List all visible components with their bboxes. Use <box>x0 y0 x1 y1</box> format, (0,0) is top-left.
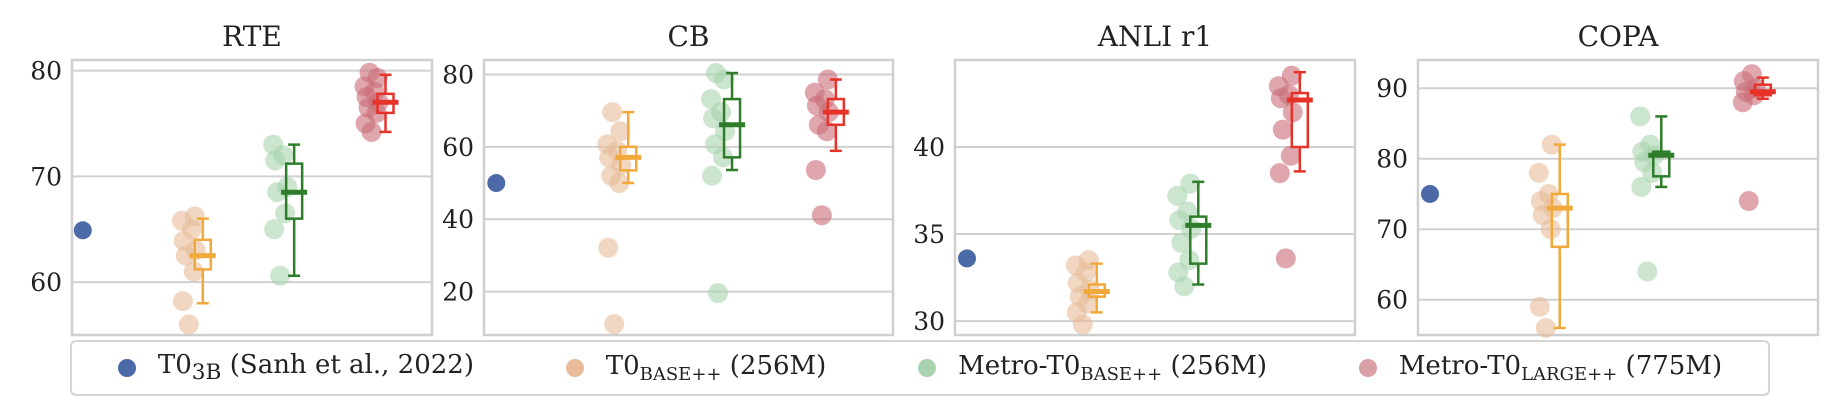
cb-point-metro-t0-base <box>701 89 722 110</box>
anli-r1-point-metro-t0-large <box>1280 145 1301 166</box>
anli-r1-y-tick-label: 30 <box>913 307 945 336</box>
legend-item-t0-3b: T03B (Sanh et al., 2022) <box>117 350 474 386</box>
cb-point-metro-t0-large <box>804 82 825 103</box>
copa-point-t0-base <box>1528 162 1549 183</box>
copa-box-metro-t0-base <box>1652 150 1671 178</box>
copa-plot-frame <box>1416 58 1820 337</box>
copa-y-tick-label: 80 <box>1376 145 1408 174</box>
cb-box-metro-t0-base <box>722 97 742 159</box>
copa-point-metro-t0-base <box>1640 134 1661 155</box>
copa-y-tick-label: 60 <box>1376 286 1408 315</box>
cb-point-t0-3b <box>487 174 506 193</box>
copa-point-metro-t0-large <box>1741 64 1762 85</box>
anli-r1-point-metro-t0-large <box>1272 119 1293 140</box>
anli-r1-point-t0-base <box>1078 250 1099 271</box>
copa-box-t0-base <box>1550 192 1570 249</box>
legend-marker-metro-t0-base <box>918 359 937 377</box>
cb-point-t0-base <box>602 102 623 123</box>
cb-point-metro-t0-large <box>811 205 832 226</box>
legend-marker-metro-t0-large <box>1358 359 1377 377</box>
cb-point-t0-base <box>598 237 619 258</box>
copa-point-metro-t0-base <box>1630 106 1651 127</box>
anli-r1-box-metro-t0-base <box>1189 215 1208 265</box>
cb-point-t0-base <box>604 314 625 335</box>
rte-y-tick-label: 70 <box>30 162 62 191</box>
cb-point-metro-t0-base <box>708 283 729 304</box>
cb-point-metro-t0-large <box>817 69 838 90</box>
cb-y-tick-label: 40 <box>442 205 474 234</box>
cb-point-t0-base <box>597 134 618 155</box>
copa-point-t0-base <box>1529 296 1550 317</box>
anli-r1-title: ANLI r1 <box>1097 20 1212 53</box>
cb-title: CB <box>668 20 710 53</box>
legend: T03B (Sanh et al., 2022) T0BASE++ (256M)… <box>70 340 1770 396</box>
rte-point-t0-base <box>184 206 205 227</box>
rte-point-metro-t0-base <box>263 134 284 155</box>
copa-point-t0-3b <box>1421 184 1439 203</box>
copa-point-t0-base <box>1535 317 1556 338</box>
rte-point-metro-t0-base <box>270 265 291 286</box>
rte-point-t0-base <box>172 291 193 312</box>
rte-point-t0-base <box>178 314 199 335</box>
cb-point-metro-t0-base <box>702 165 723 186</box>
rte-point-metro-t0-large <box>359 62 380 83</box>
copa-y-tick-label: 90 <box>1376 74 1408 103</box>
cb-y-tick-label: 20 <box>442 278 474 307</box>
rte-plot-frame <box>70 58 434 337</box>
anli-r1-point-metro-t0-base <box>1167 185 1188 206</box>
anli-r1-box-metro-t0-large <box>1290 91 1310 149</box>
anli-r1-y-tick-label: 35 <box>913 220 945 249</box>
cb-y-tick-label: 60 <box>442 133 474 162</box>
rte-point-metro-t0-base <box>264 219 285 240</box>
copa-point-metro-t0-base <box>1637 261 1658 282</box>
anli-r1-y-tick-label: 40 <box>913 133 945 162</box>
legend-marker-t0-base <box>565 359 584 377</box>
rte-point-t0-3b <box>73 221 92 240</box>
legend-item-metro-t0-base: Metro-T0BASE++ (256M) <box>918 351 1267 385</box>
copa-point-metro-t0-large <box>1738 191 1759 212</box>
cb-y-tick-label: 80 <box>442 60 474 89</box>
anli-r1-plot-frame <box>953 58 1357 337</box>
legend-item-t0-base: T0BASE++ (256M) <box>565 351 826 385</box>
anli-r1-point-metro-t0-base <box>1171 232 1192 253</box>
rte-y-tick-label: 60 <box>30 268 62 297</box>
cb-plot-frame <box>482 58 895 337</box>
anli-r1-point-metro-t0-base <box>1180 173 1201 194</box>
copa-point-t0-base <box>1538 183 1559 204</box>
rte-point-t0-base <box>183 261 204 282</box>
rte-y-tick-label: 80 <box>30 57 62 86</box>
legend-marker-t0-3b <box>117 359 136 377</box>
anli-r1-point-metro-t0-large <box>1281 65 1302 86</box>
anli-r1-point-metro-t0-large <box>1269 163 1290 184</box>
copa-title: COPA <box>1578 20 1660 53</box>
cb-point-metro-t0-large <box>805 160 826 180</box>
legend-item-metro-t0-large: Metro-T0LARGE++ (775M) <box>1358 351 1722 385</box>
copa-point-metro-t0-base <box>1631 176 1652 197</box>
cb-point-t0-base <box>610 121 631 142</box>
cb-point-metro-t0-base <box>706 63 727 84</box>
anli-r1-point-t0-3b <box>958 249 976 268</box>
copa-point-t0-base <box>1541 134 1562 155</box>
rte-title: RTE <box>222 20 282 53</box>
anli-r1-point-metro-t0-large <box>1275 248 1296 269</box>
copa-y-tick-label: 70 <box>1376 215 1408 244</box>
